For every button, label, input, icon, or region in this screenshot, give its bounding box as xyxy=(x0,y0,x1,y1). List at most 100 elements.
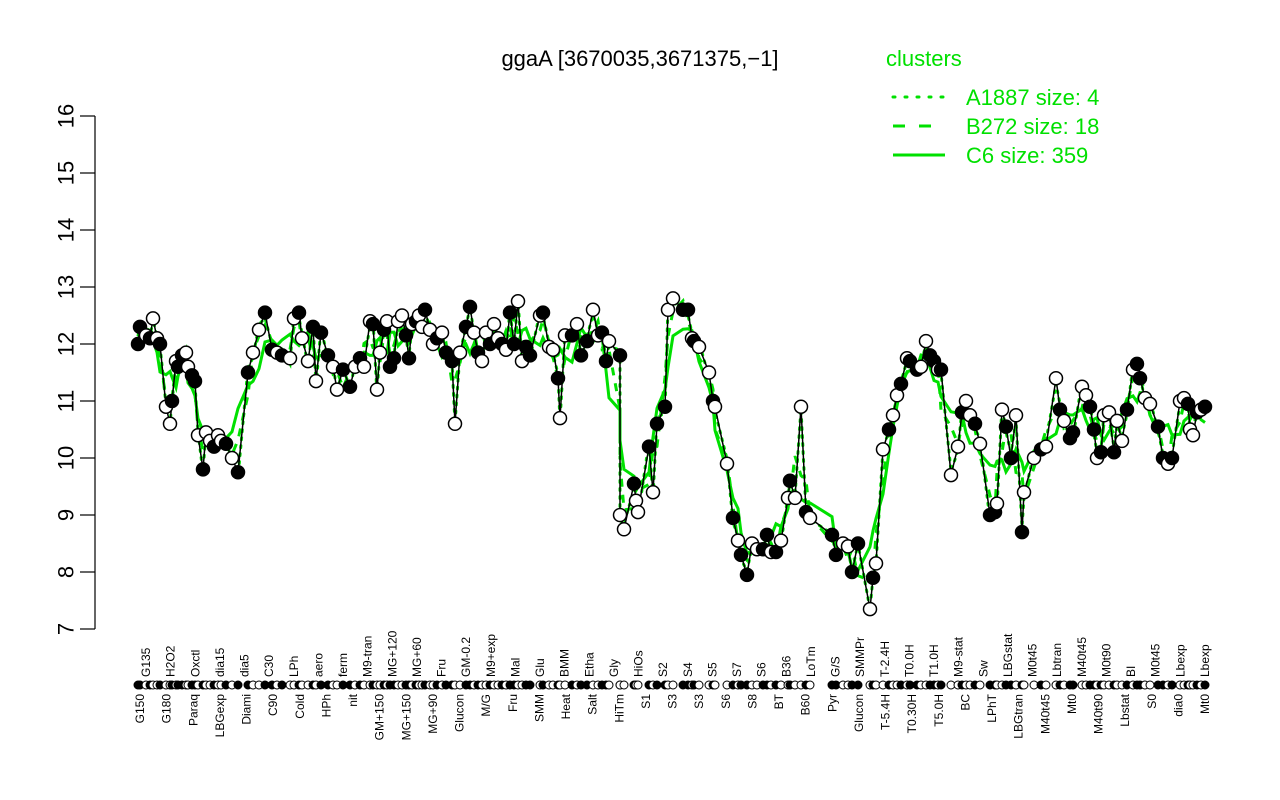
x-tick-label-bottom: T5.0H xyxy=(932,694,946,727)
data-point xyxy=(601,333,617,349)
x-tick-label-bottom: nit xyxy=(346,693,360,706)
x-tick-label-top: Glu xyxy=(533,658,547,677)
data-point xyxy=(282,351,298,366)
data-point xyxy=(1119,402,1135,417)
rug-marker xyxy=(277,680,287,690)
data-point xyxy=(152,336,168,352)
data-point xyxy=(649,416,665,432)
x-tick-label-bottom: GM+150 xyxy=(373,694,387,741)
data-point xyxy=(552,410,568,426)
data-point xyxy=(612,507,628,523)
data-point xyxy=(535,305,551,320)
x-tick-label-bottom: LPhT xyxy=(985,693,999,722)
rug-marker xyxy=(710,680,720,690)
data-point xyxy=(1132,370,1148,386)
data-point xyxy=(657,399,673,414)
x-tick-label-top: M0t90 xyxy=(1099,643,1113,677)
data-point xyxy=(701,365,717,380)
legend-entry-a1887: A1887 size: 4 xyxy=(966,85,1099,110)
x-tick-label-bottom: LBGtran xyxy=(1012,694,1026,739)
data-point xyxy=(398,328,414,343)
data-point xyxy=(850,536,866,551)
data-point xyxy=(1164,450,1180,466)
data-point xyxy=(224,450,240,466)
data-point xyxy=(550,370,566,386)
data-point xyxy=(802,510,818,526)
x-tick-label-top: Oxctl xyxy=(188,650,202,677)
data-point xyxy=(707,399,723,414)
x-tick-label-bottom: MG+150 xyxy=(399,694,413,741)
data-point xyxy=(739,567,755,583)
data-point xyxy=(365,316,381,332)
data-point xyxy=(641,439,657,454)
y-axis: 7 8 9 10 11 12 13 14 15 16 xyxy=(54,104,96,635)
x-tick-label-top: Gly xyxy=(607,659,621,677)
data-point xyxy=(308,373,324,389)
x-tick-label-bottom: Mt0 xyxy=(1065,694,1079,714)
data-point xyxy=(342,379,358,395)
x-tick-label-top: M0t45 xyxy=(1026,643,1040,677)
data-point xyxy=(417,302,433,318)
data-point xyxy=(787,490,803,506)
data-point xyxy=(195,462,211,477)
x-tick-label-top: Lbexp xyxy=(1173,644,1187,677)
data-point xyxy=(386,351,402,366)
rug-marker xyxy=(1041,680,1051,690)
x-tick-label-top: BMM xyxy=(558,649,572,677)
x-tick-label-top: aero xyxy=(311,653,325,677)
rug-marker xyxy=(805,680,815,690)
y-tick-label: 11 xyxy=(54,390,79,413)
x-tick-label-bottom: Mt0 xyxy=(1198,694,1212,714)
rug-marker xyxy=(652,680,662,690)
data-point xyxy=(145,311,161,326)
rug-marker xyxy=(1019,680,1029,690)
data-point xyxy=(230,465,246,480)
data-point xyxy=(958,393,974,409)
data-point xyxy=(782,473,798,489)
data-point xyxy=(665,291,681,306)
data-point xyxy=(291,305,307,320)
x-tick-label-top: Sw xyxy=(976,660,990,677)
data-point xyxy=(1114,433,1130,449)
rug-marker xyxy=(1167,680,1177,690)
data-point xyxy=(447,416,463,432)
data-point xyxy=(164,393,180,409)
x-tick-label-top: M9+exp xyxy=(484,634,498,677)
data-point xyxy=(240,365,256,380)
x-tick-label-bottom: M/G xyxy=(479,694,493,717)
data-point xyxy=(1106,445,1122,460)
data-point xyxy=(885,408,901,423)
x-tick-label-bottom: BC xyxy=(958,694,972,711)
data-point xyxy=(645,484,661,500)
data-point xyxy=(1150,419,1166,434)
x-tick-label-top: H2O2 xyxy=(164,645,178,677)
data-point xyxy=(865,570,881,585)
data-point xyxy=(1109,413,1125,429)
x-tick-label-bottom: T-5.4H xyxy=(879,694,893,730)
data-point xyxy=(294,331,310,346)
x-tick-label-bottom: S1 xyxy=(639,694,653,709)
data-point xyxy=(474,353,490,369)
y-tick-label: 15 xyxy=(54,161,79,185)
x-tick-label-bottom: HPh xyxy=(319,694,333,717)
data-point xyxy=(579,333,595,349)
rug-marker xyxy=(694,680,704,690)
data-series xyxy=(130,291,1213,617)
x-tick-label-top: Lbtran xyxy=(1050,643,1064,677)
x-tick-label-top: Etha xyxy=(582,652,596,677)
data-point xyxy=(1056,413,1072,429)
x-tick-label-top: T0.0H xyxy=(902,644,916,677)
data-point xyxy=(725,510,741,526)
x-tick-label-bottom: Pyr xyxy=(825,694,839,712)
x-tick-label-top: BI xyxy=(1124,666,1138,677)
data-point xyxy=(245,345,261,360)
x-tick-label-bottom: T0.30H xyxy=(905,694,919,733)
x-tick-label-top: Mal xyxy=(508,658,522,677)
x-tick-label-top: G/S xyxy=(829,656,843,677)
data-point xyxy=(545,342,561,357)
data-point xyxy=(569,316,585,332)
x-tick-label-bottom: Cold xyxy=(293,694,307,719)
data-point xyxy=(875,442,891,457)
x-tick-label-bottom: M40t45 xyxy=(1038,694,1052,734)
data-point xyxy=(452,345,468,360)
